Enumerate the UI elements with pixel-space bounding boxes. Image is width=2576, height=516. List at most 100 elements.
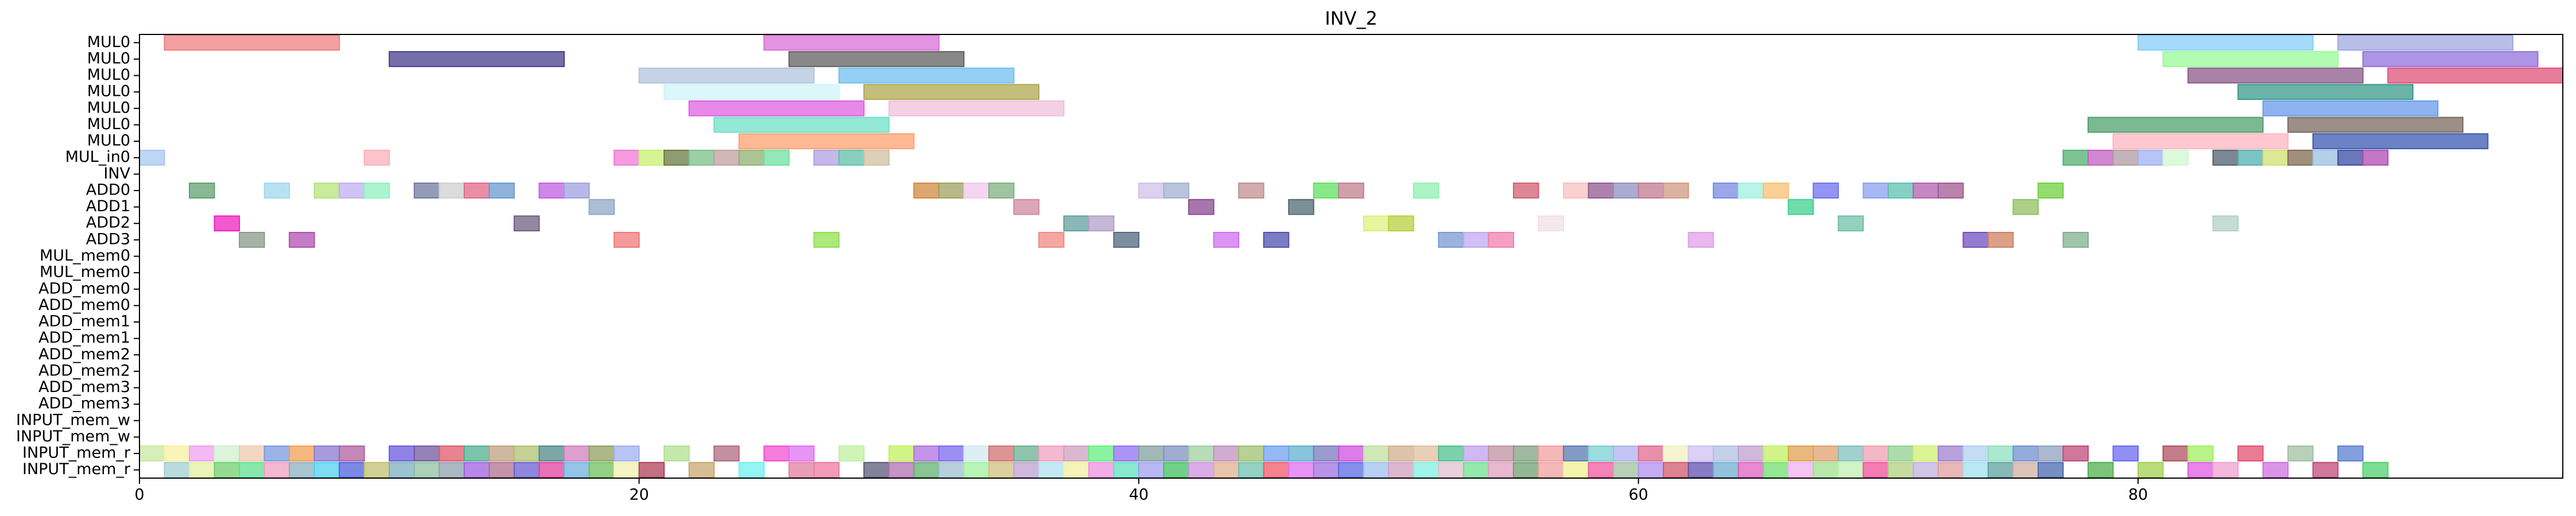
task-bar — [2312, 149, 2339, 166]
task-bar — [2362, 461, 2389, 478]
task-bar — [1813, 445, 1839, 461]
task-bar — [1413, 445, 1440, 461]
task-bar — [538, 445, 565, 461]
task-bar — [263, 183, 290, 199]
task-bar — [1438, 231, 1464, 248]
task-bar — [313, 183, 340, 199]
y-tick-label: ADD0 — [86, 181, 130, 199]
task-bar — [1962, 461, 1989, 478]
y-tick-label: ADD_mem2 — [38, 362, 130, 379]
task-bar — [1113, 461, 1140, 478]
task-bar — [239, 231, 265, 248]
task-bar — [664, 149, 690, 166]
task-bar — [2012, 445, 2039, 461]
task-bar — [1613, 461, 1639, 478]
task-bar — [1937, 445, 1964, 461]
task-bar — [2212, 149, 2239, 166]
task-bar — [164, 34, 340, 51]
task-bar — [463, 183, 490, 199]
task-bar — [2112, 149, 2139, 166]
task-bar — [139, 445, 165, 461]
y-tick-label: MUL0 — [87, 132, 130, 150]
task-bar — [1138, 445, 1165, 461]
task-bar — [1388, 445, 1414, 461]
task-bar — [738, 149, 765, 166]
task-bar — [1263, 231, 1290, 248]
task-bar — [1088, 445, 1115, 461]
task-bar — [813, 149, 840, 166]
task-bar — [1013, 461, 1039, 478]
task-bar — [638, 149, 665, 166]
task-bar — [313, 445, 340, 461]
task-bar — [289, 461, 315, 478]
task-bar — [938, 445, 965, 461]
task-bar — [1713, 461, 1739, 478]
task-bar — [2037, 445, 2064, 461]
task-bar — [1338, 183, 1364, 199]
task-bar — [763, 34, 940, 51]
task-bar — [1263, 445, 1290, 461]
task-bar — [363, 183, 390, 199]
task-bar — [1687, 231, 1714, 248]
task-bar — [2287, 117, 2464, 133]
task-bar — [938, 183, 965, 199]
task-bar — [1163, 445, 1190, 461]
task-bar — [1363, 215, 1390, 232]
task-bar — [2212, 215, 2239, 232]
task-bar — [1887, 461, 1914, 478]
task-bar — [1962, 231, 1989, 248]
task-bar — [2062, 445, 2089, 461]
x-tick-label: 0 — [134, 486, 144, 504]
task-bar — [913, 461, 940, 478]
task-bar — [1013, 445, 1039, 461]
task-bar — [2137, 461, 2164, 478]
y-tick-label: MUL_mem0 — [40, 263, 130, 281]
task-bar — [1038, 231, 1065, 248]
task-bar — [988, 461, 1015, 478]
task-bar — [563, 183, 590, 199]
task-bar — [2062, 231, 2089, 248]
task-bar — [963, 445, 990, 461]
task-bar — [588, 445, 615, 461]
task-bar — [1562, 183, 1589, 199]
task-bar — [713, 149, 740, 166]
task-bar — [2212, 461, 2239, 478]
task-bar — [513, 461, 540, 478]
task-bar — [2262, 461, 2289, 478]
task-bar — [1288, 199, 1314, 215]
task-bar — [1912, 183, 1939, 199]
task-bar — [1038, 445, 1065, 461]
task-bar — [363, 149, 390, 166]
task-bar — [439, 183, 465, 199]
task-bar — [2062, 149, 2089, 166]
task-bar — [1213, 461, 1240, 478]
task-bar — [1937, 461, 1964, 478]
task-bar — [1887, 183, 1914, 199]
task-bar — [1512, 183, 1539, 199]
task-bar — [1438, 445, 1464, 461]
task-bar — [463, 445, 490, 461]
task-bar — [1288, 445, 1314, 461]
task-bar — [1313, 183, 1340, 199]
task-bar — [214, 445, 240, 461]
task-bar — [1787, 199, 1814, 215]
task-bar — [788, 445, 815, 461]
y-tick-label: MUL0 — [87, 99, 130, 117]
task-bar — [513, 445, 540, 461]
task-bar — [413, 461, 440, 478]
task-bar — [214, 215, 240, 232]
task-bar — [1038, 461, 1065, 478]
y-tick-label: INPUT_mem_r — [22, 444, 131, 462]
task-bar — [189, 183, 215, 199]
task-bar — [1462, 445, 1489, 461]
task-bar — [1562, 461, 1589, 478]
y-tick-label: MUL0 — [87, 33, 130, 51]
task-bar — [1438, 461, 1464, 478]
y-tick-label: MUL0 — [87, 115, 130, 133]
y-tick-label: MUL_in0 — [65, 148, 130, 166]
task-bar — [2237, 84, 2414, 100]
task-bar — [1787, 445, 1814, 461]
task-bar — [513, 215, 540, 232]
task-bar — [1987, 461, 2014, 478]
